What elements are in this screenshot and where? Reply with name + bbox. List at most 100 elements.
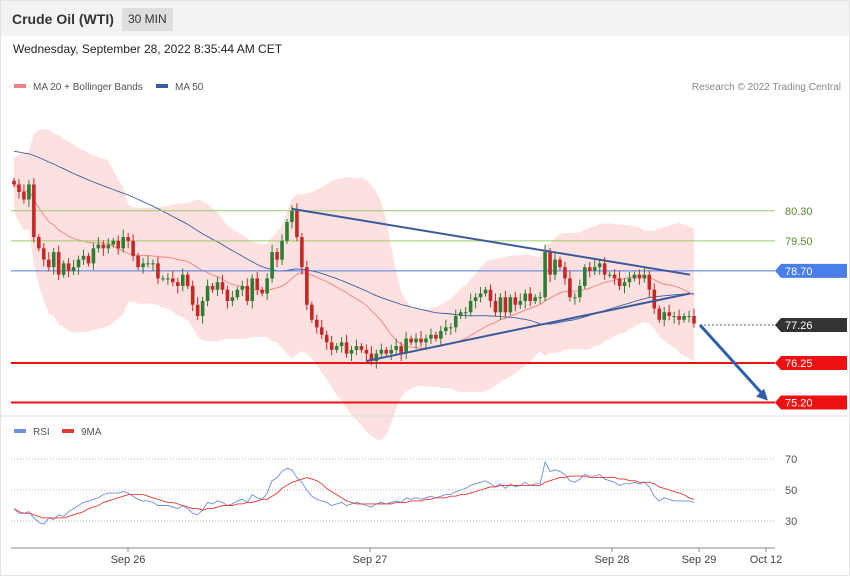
- candle-body: [344, 342, 349, 354]
- candle-body: [86, 255, 91, 264]
- candle-body: [389, 349, 394, 354]
- candle-body: [300, 237, 304, 268]
- candle-body: [319, 327, 324, 335]
- candle-body: [121, 237, 125, 249]
- candle-body: [399, 346, 403, 354]
- upper-trendline: [291, 207, 691, 276]
- candle-body: [498, 297, 503, 313]
- level-label-78.70: 78.70: [785, 266, 813, 278]
- candle-body: [27, 184, 31, 200]
- candle-body: [32, 184, 36, 238]
- ma50-line: [13, 150, 695, 325]
- forecast-arrow-shaft: [698, 324, 765, 396]
- candle-body: [106, 244, 111, 249]
- candle-body: [513, 297, 518, 305]
- candle-body: [448, 327, 453, 329]
- candle-body: [166, 278, 170, 280]
- candle-body: [245, 285, 250, 301]
- chart-header: Crude Oil (WTI) 30 MIN: [1, 1, 849, 36]
- candle-body: [558, 259, 562, 268]
- candle-body: [568, 278, 572, 298]
- candle-body: [463, 312, 468, 314]
- candle-body: [151, 263, 155, 265]
- candle-body: [96, 244, 101, 249]
- candle-body: [409, 338, 413, 343]
- x-axis-tick-label: Sep 26: [111, 554, 146, 566]
- candle-body: [324, 334, 329, 343]
- candle-body: [369, 353, 374, 362]
- candle-body: [677, 316, 681, 320]
- candle-body: [602, 263, 607, 275]
- candle-body: [518, 300, 523, 305]
- forecast-arrow-head: [756, 388, 768, 401]
- ma20-legend-label: MA 20 + Bollinger Bands: [33, 82, 143, 93]
- candle-body: [51, 252, 56, 268]
- candle-body: [334, 346, 339, 350]
- candle-body: [265, 278, 269, 294]
- candle-body: [200, 300, 205, 317]
- candle-body: [136, 255, 140, 268]
- rsi-level-label: 70: [785, 454, 797, 466]
- candle-body: [210, 285, 215, 290]
- candle-body: [488, 289, 493, 301]
- candle-body: [225, 289, 230, 301]
- candle-body: [592, 267, 597, 271]
- candle-body: [255, 278, 260, 290]
- candlesticks: [12, 177, 696, 369]
- candle-body: [141, 263, 145, 268]
- candle-body: [126, 237, 130, 241]
- rsi-ma-legend-swatch: [62, 429, 74, 433]
- candle-body: [329, 342, 334, 350]
- candle-body: [71, 267, 76, 271]
- x-axis: Sep 26 Sep 27 Sep 28 Sep 29 Oct 12: [111, 548, 782, 566]
- candle-body: [17, 184, 21, 192]
- candle-body: [270, 252, 274, 279]
- ma20-legend-swatch: [14, 84, 26, 88]
- candle-body: [146, 263, 150, 265]
- candle-body: [61, 263, 66, 275]
- candle-body: [627, 278, 632, 283]
- candle-body: [22, 191, 26, 200]
- rsi-level-label: 50: [785, 485, 797, 497]
- level-label-77.26: 77.26: [785, 320, 813, 332]
- candle-body: [478, 293, 483, 298]
- candle-body: [161, 278, 165, 280]
- candle-body: [41, 248, 46, 260]
- candle-body: [573, 297, 577, 299]
- candle-body: [468, 300, 473, 313]
- instrument-title: Crude Oil (WTI): [12, 11, 114, 27]
- candle-body: [587, 267, 592, 271]
- candle-body: [81, 255, 86, 260]
- candle-body: [180, 274, 185, 286]
- candle-body: [230, 297, 235, 301]
- candle-body: [687, 316, 691, 318]
- candle-body: [642, 274, 647, 279]
- rsi-line: [13, 460, 695, 525]
- candle-body: [583, 267, 587, 286]
- candle-body: [553, 259, 557, 275]
- candle-body: [76, 259, 81, 268]
- candle-body: [493, 300, 498, 313]
- candle-body: [285, 222, 289, 241]
- price-levels: 80.30 79.50 78.70 77.26 76.25 75.20: [11, 206, 847, 410]
- candle-body: [597, 263, 602, 268]
- candle-body: [612, 274, 617, 279]
- candle-body: [310, 304, 314, 320]
- timeframe-button[interactable]: 30 MIN: [122, 8, 173, 31]
- x-axis-tick-label: Sep 27: [353, 554, 388, 566]
- candle-body: [131, 240, 135, 256]
- candle-body: [483, 289, 488, 294]
- candle-body: [364, 349, 369, 354]
- rsi-level-label: 30: [785, 516, 797, 528]
- candle-body: [280, 240, 284, 260]
- rsi-legend-swatch: [14, 429, 26, 433]
- copyright-text: Research © 2022 Trading Central: [692, 82, 841, 93]
- candle-body: [250, 278, 255, 301]
- candle-body: [647, 274, 652, 290]
- candle-body: [672, 316, 676, 318]
- candle-body: [508, 297, 513, 313]
- candle-body: [548, 252, 552, 275]
- candle-body: [275, 252, 279, 260]
- candle-body: [429, 334, 433, 339]
